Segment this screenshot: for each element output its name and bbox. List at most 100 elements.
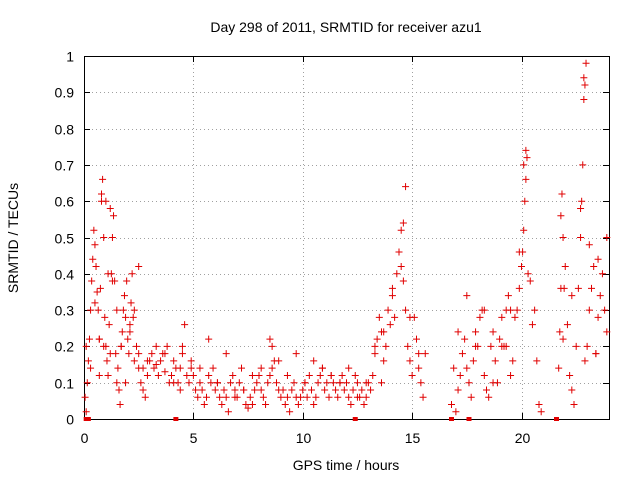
data-point <box>231 386 239 394</box>
data-point <box>467 393 475 401</box>
data-point <box>397 226 405 234</box>
data-point <box>119 306 127 314</box>
data-point <box>227 379 235 387</box>
data-point <box>83 379 91 387</box>
data-point <box>378 379 385 387</box>
y-tick-label: 0.9 <box>55 85 75 101</box>
data-point <box>244 404 252 412</box>
x-tick-label: 5 <box>190 430 198 446</box>
x-tick-label: 15 <box>405 430 421 446</box>
data-point <box>458 350 466 358</box>
data-point <box>413 335 420 343</box>
data-point <box>568 292 576 300</box>
data-point <box>380 328 388 336</box>
data-point <box>594 313 602 321</box>
data-point <box>582 59 590 67</box>
data-point <box>399 277 407 285</box>
data-point <box>327 371 335 379</box>
data-point <box>601 306 609 314</box>
data-point <box>189 371 197 379</box>
data-point <box>220 386 228 394</box>
data-point <box>360 400 368 408</box>
data-point <box>209 364 217 372</box>
data-point <box>288 386 296 394</box>
data-point <box>113 306 121 314</box>
data-point <box>380 357 388 365</box>
data-point <box>103 357 111 365</box>
data-point <box>299 386 307 394</box>
data-point <box>95 371 103 379</box>
data-point <box>388 284 396 292</box>
data-point <box>316 371 324 379</box>
data-point <box>205 335 213 343</box>
data-point <box>314 379 322 387</box>
data-point <box>323 379 331 387</box>
data-point <box>94 306 102 314</box>
data-point <box>520 226 528 234</box>
chart-title: Day 298 of 2011, SRMTID for receiver azu… <box>210 19 482 35</box>
x-tick-label: 0 <box>81 430 89 446</box>
data-point <box>87 306 95 314</box>
data-point <box>463 292 471 300</box>
data-point <box>563 321 571 329</box>
x-tick-label: 10 <box>296 430 312 446</box>
data-point <box>594 255 602 263</box>
data-point <box>347 400 355 408</box>
zero-value-marker <box>449 417 454 421</box>
data-point <box>266 371 274 379</box>
data-point <box>338 371 346 379</box>
data-point <box>161 350 169 358</box>
data-point <box>513 306 521 314</box>
data-point <box>104 371 112 379</box>
data-point <box>283 393 291 401</box>
data-point <box>450 364 458 372</box>
data-point <box>126 321 134 329</box>
data-point <box>588 284 595 292</box>
data-point <box>286 408 294 416</box>
data-point <box>137 379 145 387</box>
data-point <box>117 342 125 350</box>
data-point <box>127 299 135 307</box>
data-point <box>523 154 531 162</box>
data-point <box>82 342 90 350</box>
data-point <box>325 393 333 401</box>
data-point <box>415 364 423 372</box>
data-point <box>200 400 208 408</box>
data-point <box>454 328 462 336</box>
data-point <box>128 270 136 278</box>
data-point <box>297 393 305 401</box>
data-point <box>384 306 392 314</box>
data-point <box>96 284 104 292</box>
data-point <box>205 371 213 379</box>
data-point <box>264 379 272 387</box>
data-point <box>150 364 158 372</box>
data-point <box>114 364 122 372</box>
data-point <box>266 335 274 343</box>
data-point <box>559 335 567 343</box>
data-point <box>122 313 130 321</box>
data-point <box>557 284 565 292</box>
data-point <box>558 190 566 198</box>
data-point <box>257 364 265 372</box>
data-point <box>106 204 114 212</box>
data-point <box>170 357 178 365</box>
data-point <box>207 379 215 387</box>
data-point <box>218 400 226 408</box>
data-point <box>178 350 186 358</box>
data-point <box>235 379 243 387</box>
data-point <box>108 234 116 241</box>
data-point <box>491 357 499 365</box>
data-point <box>461 335 469 343</box>
data-point <box>456 371 464 379</box>
data-point <box>472 342 480 350</box>
data-point <box>585 241 593 249</box>
data-point <box>369 371 377 379</box>
data-point <box>358 386 366 394</box>
data-point <box>120 292 128 300</box>
data-point <box>92 263 100 271</box>
data-point <box>240 386 248 394</box>
data-point <box>95 335 103 343</box>
data-point <box>148 350 156 358</box>
data-point <box>262 400 270 408</box>
data-point <box>402 183 410 191</box>
